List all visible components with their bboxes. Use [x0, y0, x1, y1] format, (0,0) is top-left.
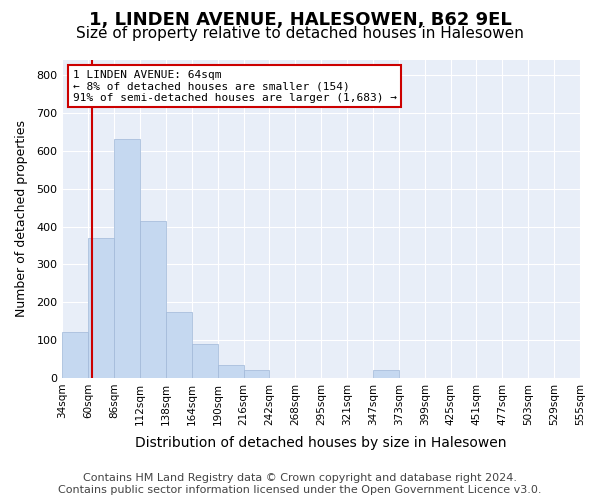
- Text: 1, LINDEN AVENUE, HALESOWEN, B62 9EL: 1, LINDEN AVENUE, HALESOWEN, B62 9EL: [89, 11, 511, 29]
- Text: Size of property relative to detached houses in Halesowen: Size of property relative to detached ho…: [76, 26, 524, 41]
- Bar: [140, 221, 166, 378]
- Bar: [114, 140, 140, 378]
- Bar: [218, 364, 244, 378]
- Bar: [373, 370, 399, 378]
- Text: 1 LINDEN AVENUE: 64sqm
← 8% of detached houses are smaller (154)
91% of semi-det: 1 LINDEN AVENUE: 64sqm ← 8% of detached …: [73, 70, 397, 102]
- Bar: [192, 344, 218, 378]
- X-axis label: Distribution of detached houses by size in Halesowen: Distribution of detached houses by size …: [136, 436, 507, 450]
- Text: Contains HM Land Registry data © Crown copyright and database right 2024.
Contai: Contains HM Land Registry data © Crown c…: [58, 474, 542, 495]
- Bar: [166, 312, 192, 378]
- Bar: [88, 238, 114, 378]
- Y-axis label: Number of detached properties: Number of detached properties: [15, 120, 28, 318]
- Bar: [62, 332, 88, 378]
- Bar: [244, 370, 269, 378]
